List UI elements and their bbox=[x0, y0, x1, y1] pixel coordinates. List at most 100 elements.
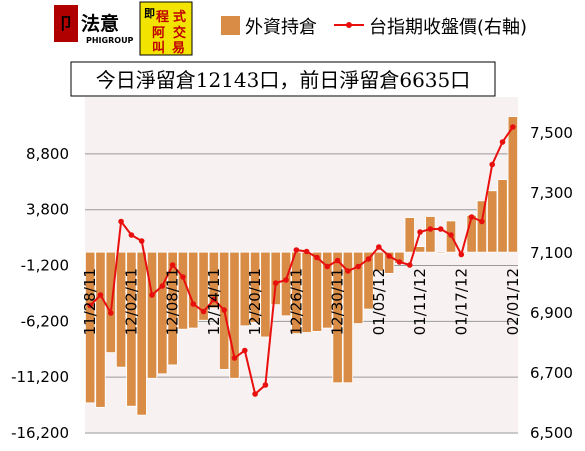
close-price-point bbox=[334, 257, 341, 264]
close-price-point bbox=[427, 226, 434, 232]
x-tick-label: 01/17/12 bbox=[452, 268, 470, 335]
close-price-point bbox=[479, 218, 485, 225]
close-price-line bbox=[87, 124, 516, 397]
close-price-point bbox=[231, 355, 238, 361]
close-price-point bbox=[97, 292, 104, 298]
close-price-point bbox=[355, 263, 362, 270]
close-price-point bbox=[159, 283, 166, 289]
holdings-bars bbox=[85, 116, 518, 416]
badge-char: 阿 bbox=[152, 26, 165, 41]
holdings-bar bbox=[146, 251, 158, 379]
holdings-bar bbox=[157, 251, 168, 375]
holdings-bar bbox=[487, 190, 498, 253]
holdings-bar bbox=[404, 217, 415, 253]
right-tick-label: 6,900 bbox=[530, 304, 573, 322]
holdings-bar bbox=[136, 251, 147, 416]
close-price-point bbox=[272, 280, 279, 286]
close-price-point bbox=[417, 229, 423, 235]
holdings-bar bbox=[188, 251, 199, 329]
close-price-point bbox=[87, 302, 93, 309]
phigroup-logo-mark-glyph: 卩 bbox=[58, 14, 74, 33]
close-price-point bbox=[303, 248, 310, 255]
holdings-bar bbox=[353, 251, 364, 325]
holdings-bar bbox=[363, 251, 374, 310]
holdings-bar bbox=[249, 251, 261, 323]
close-price-point bbox=[365, 256, 372, 262]
close-price-point bbox=[468, 214, 475, 220]
close-price-point bbox=[437, 226, 444, 232]
x-tick-label: 12/20/11 bbox=[246, 268, 264, 335]
holdings-bar bbox=[260, 251, 271, 338]
left-tick-label: 8,800 bbox=[26, 145, 69, 163]
chart-title-box: 今日淨留倉12143口，前日淨留倉6635口 bbox=[70, 61, 496, 97]
close-price-point bbox=[169, 262, 176, 268]
close-price-point bbox=[138, 238, 145, 244]
x-tick-label: 02/01/12 bbox=[504, 268, 522, 335]
close-price-point bbox=[262, 382, 269, 388]
close-price-point bbox=[252, 391, 258, 397]
x-tick-label: 01/11/12 bbox=[411, 268, 429, 335]
legend-line-marker bbox=[346, 22, 352, 28]
close-price-point bbox=[314, 254, 320, 261]
holdings-bar bbox=[280, 251, 292, 317]
close-price-point bbox=[489, 161, 496, 168]
holdings-bar bbox=[322, 251, 333, 329]
holdings-bar bbox=[105, 251, 116, 354]
close-price-point bbox=[386, 253, 392, 259]
close-price-point bbox=[241, 347, 248, 354]
badge-top-char: 即 bbox=[144, 7, 155, 20]
x-tick-label: 12/30/11 bbox=[329, 268, 347, 335]
holdings-bar bbox=[497, 179, 508, 253]
x-tick-label: 12/26/11 bbox=[287, 268, 305, 335]
right-tick-label: 7,300 bbox=[530, 184, 573, 202]
close-price-point bbox=[107, 310, 114, 316]
close-price-point bbox=[283, 277, 289, 283]
phigroup-logo: 卩 法意 PHIGROUP bbox=[54, 5, 134, 45]
holdings-bar bbox=[229, 251, 240, 379]
gridlines bbox=[85, 153, 518, 434]
holdings-bar bbox=[167, 251, 178, 366]
close-price-point bbox=[376, 244, 382, 250]
holdings-bar bbox=[373, 251, 384, 272]
x-tick-label: 12/02/11 bbox=[122, 268, 140, 335]
holdings-bar bbox=[342, 251, 354, 384]
close-price-point bbox=[345, 268, 351, 274]
badge-char: 程 bbox=[156, 10, 169, 25]
holdings-bar bbox=[85, 251, 96, 404]
holdings-bar bbox=[435, 251, 446, 254]
x-axis-labels: 11/28/11 12/02/11 12/08/11 12/14/11 12/20/11… bbox=[81, 268, 522, 335]
holdings-bar bbox=[115, 251, 127, 368]
badge-background bbox=[139, 1, 193, 56]
holdings-bar bbox=[95, 251, 106, 408]
holdings-bar bbox=[476, 200, 488, 253]
x-tick-label: 01/05/12 bbox=[370, 268, 388, 335]
holdings-bar bbox=[208, 251, 220, 309]
right-axis-labels: 7,500 7,300 7,100 6,900 6,700 6,500 bbox=[530, 124, 573, 442]
holdings-bar bbox=[311, 251, 323, 332]
x-tick-label: 11/28/11 bbox=[81, 268, 99, 335]
badge-chars: 程式阿 交叫易 bbox=[152, 9, 186, 56]
close-price-point bbox=[190, 301, 197, 307]
close-price-point bbox=[118, 218, 124, 225]
phigroup-logo-name: 法意 bbox=[81, 12, 119, 35]
right-tick-label: 7,100 bbox=[530, 244, 573, 262]
left-axis-labels: 8,800 3,800 -1,200 -6,200 -11,200 -16,200 bbox=[11, 145, 69, 442]
close-price-point bbox=[448, 232, 454, 238]
program-trading-badge: 即 程式阿 交叫易 bbox=[139, 1, 193, 56]
close-price-point bbox=[180, 274, 186, 280]
close-price-point bbox=[510, 124, 516, 130]
close-price-point bbox=[406, 262, 413, 268]
legend-label-holdings: 外資持倉 bbox=[245, 17, 317, 38]
chart-title: 今日淨留倉12143口，前日淨留倉6635口 bbox=[96, 68, 471, 92]
badge-char: 叫 bbox=[152, 40, 165, 56]
holdings-bar bbox=[414, 246, 426, 253]
left-tick-label: -11,200 bbox=[11, 368, 69, 386]
right-tick-label: 6,500 bbox=[530, 424, 573, 442]
legend: 外資持倉 台指期收盤價(右軸) bbox=[221, 16, 527, 38]
holdings-bar bbox=[507, 116, 518, 253]
holdings-bar bbox=[425, 216, 436, 253]
holdings-bar bbox=[126, 251, 137, 407]
close-price-point bbox=[396, 259, 403, 265]
title-frame bbox=[70, 61, 496, 97]
x-tick-label: 12/14/11 bbox=[205, 268, 223, 335]
